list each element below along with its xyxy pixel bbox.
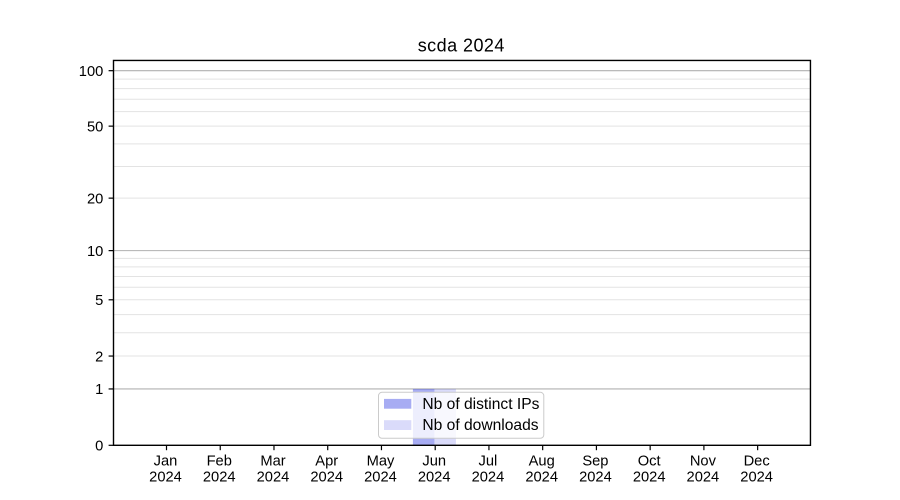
svg-text:Sep: Sep — [582, 454, 608, 470]
svg-text:Nov: Nov — [690, 454, 717, 470]
svg-text:5: 5 — [95, 293, 103, 309]
svg-text:2024: 2024 — [633, 470, 666, 486]
svg-text:Feb: Feb — [207, 454, 232, 470]
svg-text:2024: 2024 — [310, 470, 343, 486]
svg-text:100: 100 — [79, 64, 104, 80]
svg-text:Mar: Mar — [260, 454, 285, 470]
svg-text:Jul: Jul — [479, 454, 498, 470]
svg-text:50: 50 — [87, 119, 103, 135]
svg-text:Jan: Jan — [154, 454, 178, 470]
svg-text:scda 2024: scda 2024 — [418, 36, 505, 56]
svg-text:2024: 2024 — [257, 470, 290, 486]
svg-text:2024: 2024 — [203, 470, 236, 486]
svg-text:1: 1 — [95, 382, 103, 398]
svg-text:10: 10 — [87, 244, 103, 260]
svg-text:Nb of distinct IPs: Nb of distinct IPs — [422, 396, 539, 413]
svg-text:2024: 2024 — [472, 470, 505, 486]
svg-text:2024: 2024 — [740, 470, 773, 486]
svg-text:Dec: Dec — [744, 454, 770, 470]
svg-text:0: 0 — [95, 439, 103, 455]
svg-text:2024: 2024 — [364, 470, 397, 486]
svg-text:2024: 2024 — [579, 470, 612, 486]
svg-text:Oct: Oct — [638, 454, 661, 470]
svg-text:2024: 2024 — [525, 470, 558, 486]
svg-text:May: May — [367, 454, 395, 470]
svg-text:2024: 2024 — [149, 470, 182, 486]
svg-text:2: 2 — [95, 349, 103, 365]
svg-text:Aug: Aug — [529, 454, 555, 470]
svg-text:Apr: Apr — [315, 454, 338, 470]
svg-text:Nb of downloads: Nb of downloads — [422, 417, 538, 434]
svg-text:20: 20 — [87, 191, 103, 207]
svg-text:2024: 2024 — [418, 470, 451, 486]
svg-text:2024: 2024 — [687, 470, 720, 486]
svg-text:Jun: Jun — [422, 454, 446, 470]
